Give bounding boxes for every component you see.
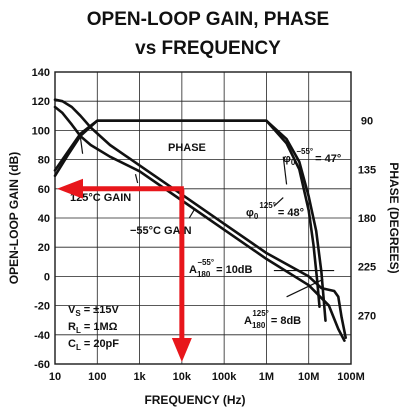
a-symbol: A xyxy=(189,264,197,276)
gain-tick-label: 140 xyxy=(32,67,50,79)
right-axis-label: PHASE (DEGREES) xyxy=(387,162,401,273)
gain-margin-leader xyxy=(286,278,324,298)
series-line-1 xyxy=(53,98,347,339)
phase-label: PHASE xyxy=(168,142,206,154)
phase-margin-125c: φ0125°= 48° xyxy=(246,201,304,221)
chart-title-line1: OPEN-LOOP GAIN, PHASE xyxy=(87,9,329,30)
phase-tick-label: 270 xyxy=(358,310,376,322)
cond-vs-sub: S xyxy=(75,309,81,318)
frequency-tick-label: 100M xyxy=(337,371,365,383)
red-overlay-arrow xyxy=(57,178,192,362)
arrow-head-left xyxy=(57,178,83,199)
series-line-3 xyxy=(53,119,321,308)
y-axis-label: OPEN-LOOP GAIN (dB) xyxy=(7,152,21,284)
gain-tick-label: 20 xyxy=(38,242,50,254)
a-symbol: A xyxy=(244,315,252,327)
annotation-leader xyxy=(282,156,288,185)
gain-tick-labels: 140 120 100 80 60 40 20 0 -20 -40 -60 xyxy=(32,67,50,371)
condition-rl: RL = 1MΩ xyxy=(68,321,118,335)
annotation-leaders xyxy=(79,137,335,298)
annotation-leader xyxy=(134,174,139,184)
phi-sup: −55° xyxy=(296,147,313,156)
gain-tick-label: 100 xyxy=(32,125,50,137)
annotation-leader xyxy=(188,208,196,219)
gain-tick-label: 80 xyxy=(38,155,50,167)
frequency-tick-label: 1k xyxy=(133,371,146,383)
condition-cl: CL = 20pF xyxy=(68,338,119,352)
cond-rl-sub: L xyxy=(76,326,81,335)
a-sub: 180 xyxy=(252,321,266,330)
phi-sub: 0 xyxy=(291,158,296,167)
a-sup: −55° xyxy=(197,258,214,267)
cond-cl-symbol: C xyxy=(68,338,76,350)
cond-rl-symbol: R xyxy=(68,321,76,333)
gain-tick-label: 60 xyxy=(38,184,50,196)
a-value: = 8dB xyxy=(271,315,301,327)
gain-margin-125c: A180 125°= 8dB xyxy=(244,309,301,330)
arrow-head-down xyxy=(171,338,192,362)
gain-tick-label: -20 xyxy=(34,301,50,313)
condition-vs: VS = ±15V xyxy=(68,304,119,318)
frequency-tick-labels: 10 100 1k 10k 100k 1M 10M 100M xyxy=(49,371,365,383)
cond-cl-sub: L xyxy=(76,343,81,352)
cond-vs-value: = ±15V xyxy=(84,304,120,316)
gain-tick-label: 120 xyxy=(32,96,50,108)
a-sub: 180 xyxy=(197,270,211,279)
gain-tick-label: -60 xyxy=(34,359,50,371)
cond-cl-value: = 20pF xyxy=(84,338,119,350)
gain-tick-label: -40 xyxy=(34,330,50,342)
frequency-tick-label: 10M xyxy=(298,371,319,383)
chart-title-line2: vs FREQUENCY xyxy=(135,38,281,59)
frequency-tick-label: 100k xyxy=(212,371,237,383)
phi-symbol: φ xyxy=(283,153,291,165)
phase-tick-labels: 90 135 180 225 270 xyxy=(358,116,376,323)
gain-tick-label: 40 xyxy=(38,213,50,225)
phase-tick-label: 180 xyxy=(358,213,376,225)
x-axis-label: FREQUENCY (Hz) xyxy=(144,393,245,407)
cond-rl-value: = 1MΩ xyxy=(84,321,118,333)
phi-value: = 47° xyxy=(315,153,341,165)
gain-margin-55c: A180 −55°= 10dB xyxy=(189,258,253,279)
frequency-tick-label: 10 xyxy=(49,371,61,383)
frequency-tick-label: 100 xyxy=(88,371,106,383)
phase-tick-label: 90 xyxy=(361,116,373,128)
phi-symbol: φ xyxy=(246,207,254,219)
phi-value: = 48° xyxy=(278,207,304,219)
gain-125c-label: 125°C GAIN xyxy=(70,192,131,204)
a-sup: 125° xyxy=(252,309,269,318)
phi-sup: 125° xyxy=(259,201,276,210)
annotation-leader xyxy=(273,197,284,207)
cond-vs-symbol: V xyxy=(68,304,76,316)
series-line-0 xyxy=(53,105,346,342)
frequency-tick-label: 10k xyxy=(173,371,192,383)
gain-tick-label: 0 xyxy=(44,271,50,283)
series-lines xyxy=(53,98,347,342)
annotation-leader xyxy=(79,137,84,154)
phase-tick-label: 225 xyxy=(358,262,376,274)
phi-sub: 0 xyxy=(254,212,259,221)
phase-margin-55c: φ0−55°= 47° xyxy=(283,147,341,167)
frequency-tick-label: 1M xyxy=(259,371,274,383)
phase-tick-label: 135 xyxy=(358,164,376,176)
a-value: = 10dB xyxy=(216,264,252,276)
gain-55c-label: −55°C GAIN xyxy=(130,225,192,237)
